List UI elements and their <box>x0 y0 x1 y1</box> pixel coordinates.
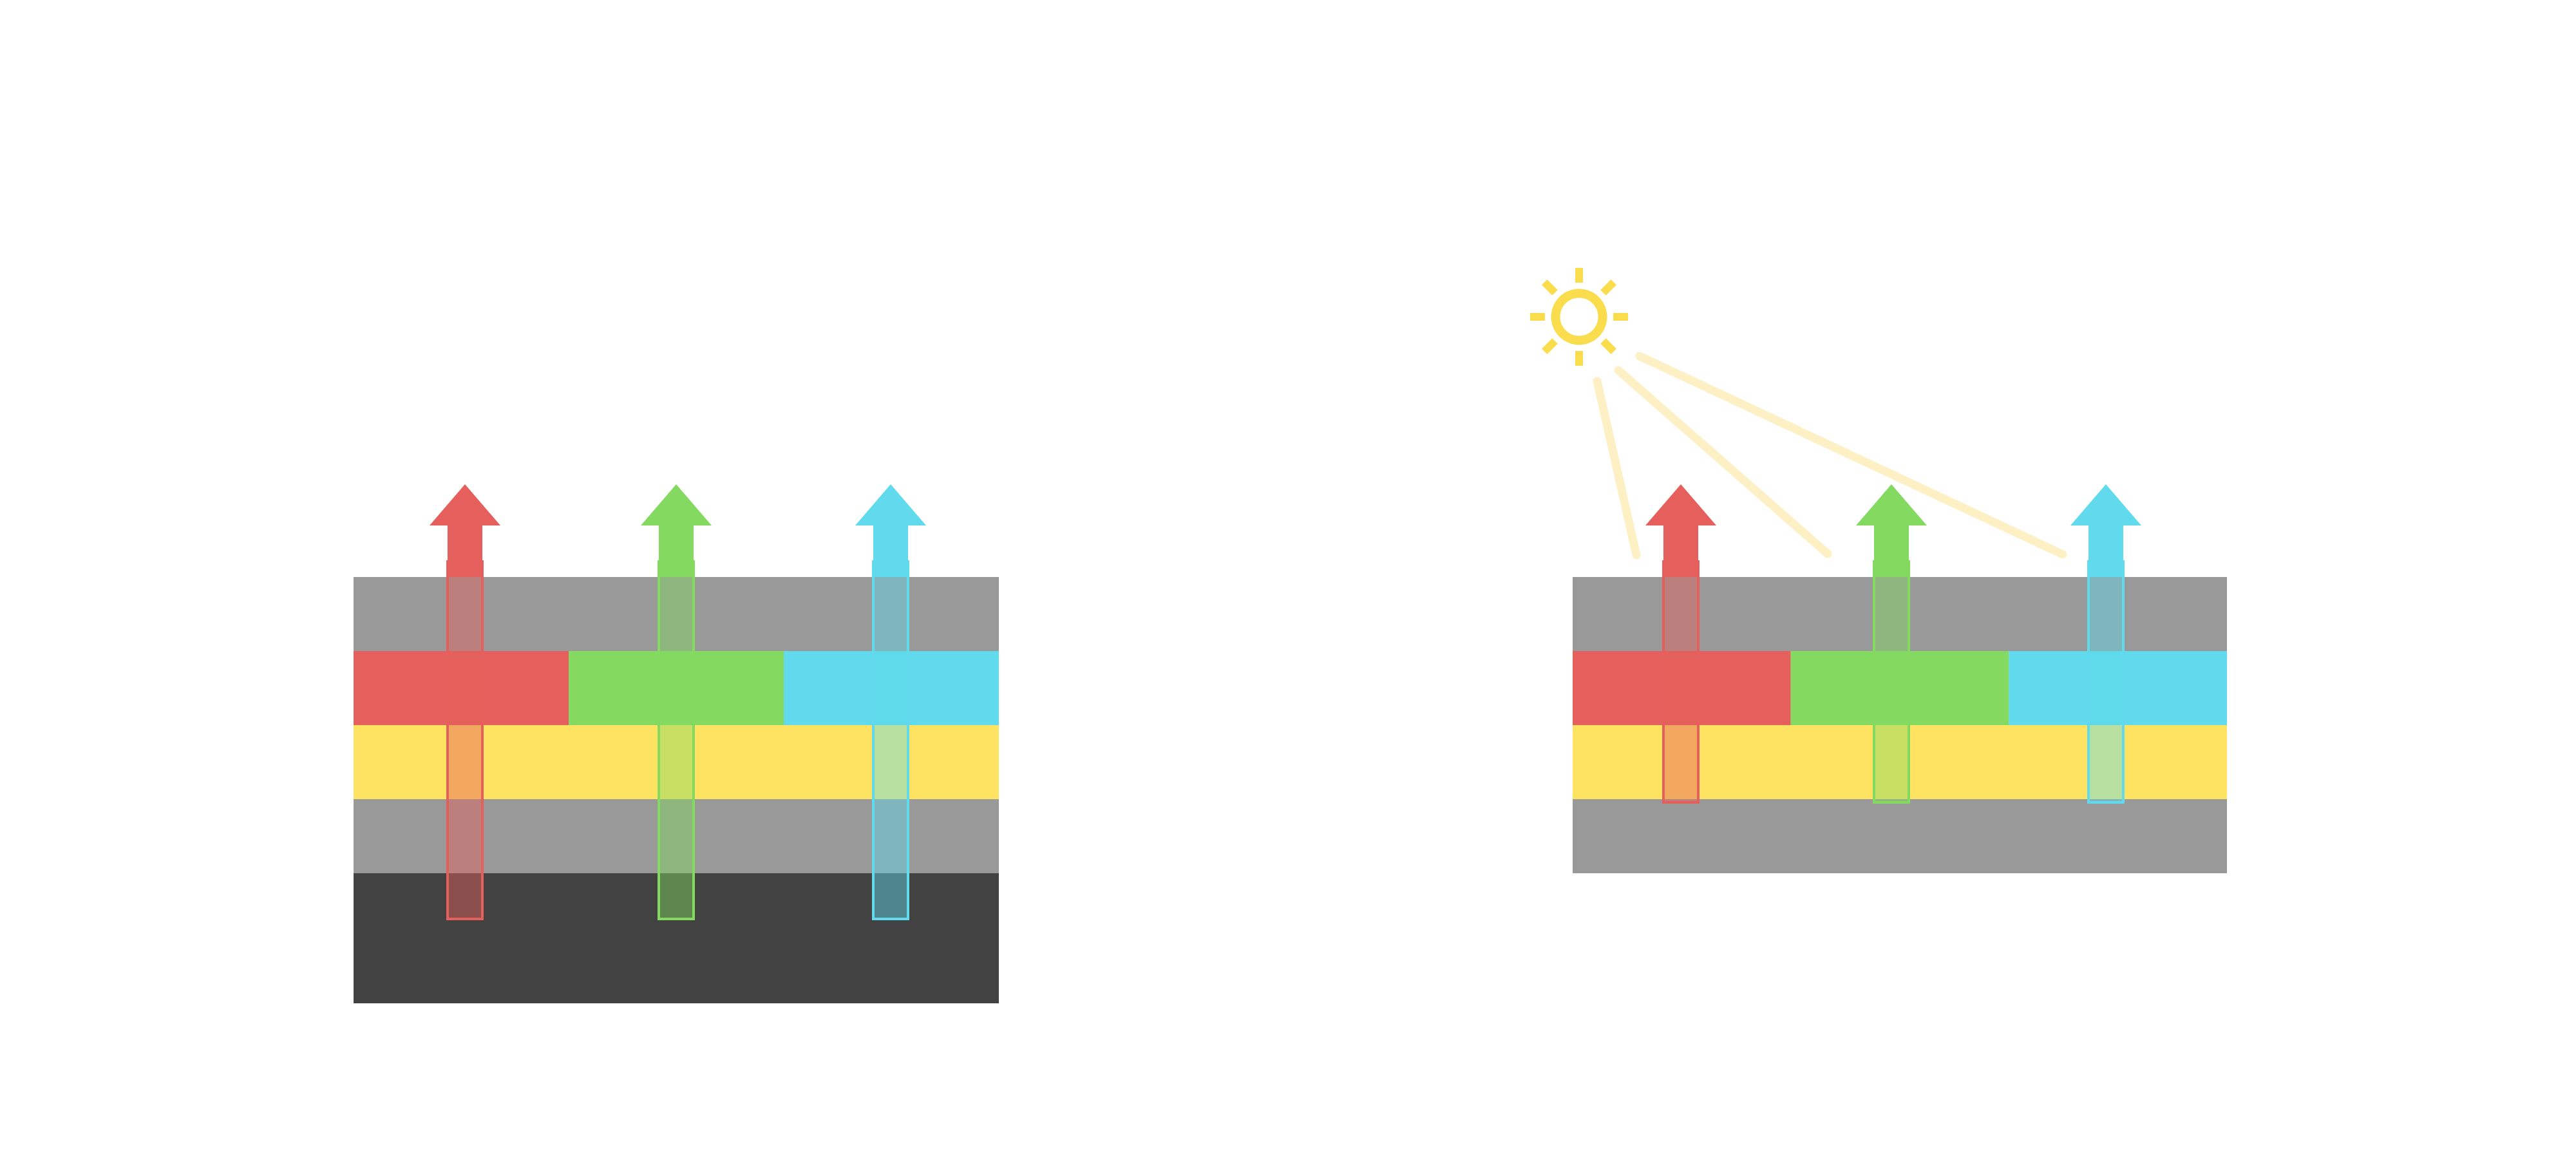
cyan-light-path-overlay <box>872 560 909 920</box>
green-light-path-overlay <box>658 560 695 920</box>
sun-ring <box>1551 288 1607 345</box>
mid-gray-layer <box>354 799 999 873</box>
emissive-display-stack <box>354 484 999 1003</box>
sun-ray <box>1600 338 1616 354</box>
green-emitted-light-arrow <box>641 484 712 577</box>
sunlight-beam <box>1614 366 1832 558</box>
sunlight-beam <box>1593 377 1641 560</box>
pixel-segment-green <box>569 651 784 725</box>
sun-ray <box>1600 279 1616 296</box>
top-gray-layer <box>1573 577 2227 651</box>
pixel-segment-red <box>1573 651 1791 725</box>
red-emitted-light-arrow <box>1645 484 1716 577</box>
cyan-emitted-light-arrow <box>855 484 926 577</box>
pixel-segment-cyan <box>784 651 999 725</box>
sun-ray <box>1542 338 1558 354</box>
cyan-emitted-light-arrow <box>2070 484 2141 577</box>
sun-ray <box>1542 279 1558 296</box>
red-light-path-overlay <box>446 560 484 920</box>
sun-icon <box>1530 268 1628 366</box>
red-emitted-light-arrow <box>430 484 500 577</box>
top-gray-layer <box>354 577 999 651</box>
sunlight-beam <box>1635 352 2067 559</box>
cyan-light-path-overlay <box>2087 560 2125 804</box>
green-emitted-light-arrow <box>1856 484 1927 577</box>
green-light-path-overlay <box>1873 560 1910 804</box>
dark-backplane-layer <box>354 873 999 1003</box>
bottom-gray-layer <box>1573 799 2227 873</box>
pixel-segment-green <box>1790 651 2009 725</box>
reflective-display-stack <box>1530 268 2227 873</box>
pixel-segment-red <box>354 651 569 725</box>
yellow-layer <box>354 725 999 799</box>
yellow-layer <box>1573 725 2227 799</box>
pixel-segment-cyan <box>2009 651 2227 725</box>
red-light-path-overlay <box>1662 560 1700 804</box>
